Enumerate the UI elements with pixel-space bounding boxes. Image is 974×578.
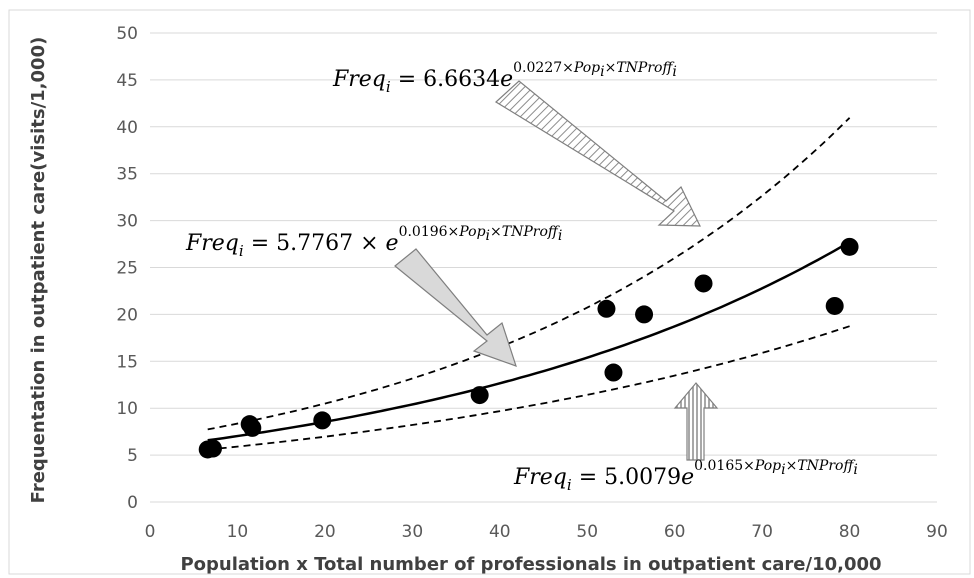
lower-arrow	[673, 382, 719, 461]
lower-curve	[207, 325, 850, 451]
x-tick-label: 60	[664, 522, 686, 542]
data-point	[597, 299, 616, 318]
x-tick-label: 90	[926, 522, 948, 542]
x-tick-label: 50	[576, 522, 598, 542]
data-point	[635, 305, 654, 324]
x-tick-label: 70	[751, 522, 773, 542]
y-tick-label: 25	[116, 259, 138, 279]
fit-arrow	[394, 248, 517, 367]
data-points	[198, 237, 859, 459]
y-axis-title: Frequentation in outpatient care(visits/…	[28, 37, 49, 504]
y-tick-label: 20	[116, 305, 138, 325]
data-point	[243, 418, 262, 437]
upper-arrow	[495, 80, 701, 227]
data-point	[694, 274, 713, 293]
x-axis-ticks: 0 10 20 30 40 50 60 70 80 90	[145, 522, 948, 542]
data-point	[604, 363, 623, 382]
y-axis-ticks: 0 5 10 15 20 25 30 35 40 45 50	[116, 24, 138, 513]
y-tick-label: 30	[116, 212, 138, 232]
y-tick-label: 10	[116, 399, 138, 419]
x-tick-label: 80	[839, 522, 861, 542]
fit-equation: Freqi = 5.7767 × e0.0196×Popi×TNProffi	[185, 224, 562, 260]
x-tick-label: 20	[314, 522, 336, 542]
data-point	[203, 439, 222, 458]
data-point	[470, 386, 489, 405]
data-point	[840, 237, 859, 256]
x-tick-label: 10	[227, 522, 249, 542]
chart-border	[8, 9, 971, 575]
y-tick-label: 50	[116, 24, 138, 44]
data-point	[825, 296, 844, 315]
x-tick-label: 0	[145, 522, 156, 542]
x-axis-title: Population x Total number of professiona…	[180, 554, 881, 575]
lower-equation: Freqi = 5.0079e0.0165×Popi×TNProffi	[513, 458, 858, 494]
y-tick-label: 15	[116, 352, 138, 372]
y-tick-label: 5	[127, 446, 138, 466]
x-tick-label: 40	[489, 522, 511, 542]
data-point	[313, 411, 332, 430]
y-tick-label: 45	[116, 71, 138, 91]
x-tick-label: 30	[402, 522, 424, 542]
upper-curve	[207, 117, 851, 431]
y-tick-label: 40	[116, 118, 138, 138]
upper-equation: Freqi = 6.6634e0.0227×Popi×TNProffi	[332, 60, 677, 96]
y-tick-label: 35	[116, 165, 138, 185]
y-tick-label: 0	[127, 493, 138, 513]
